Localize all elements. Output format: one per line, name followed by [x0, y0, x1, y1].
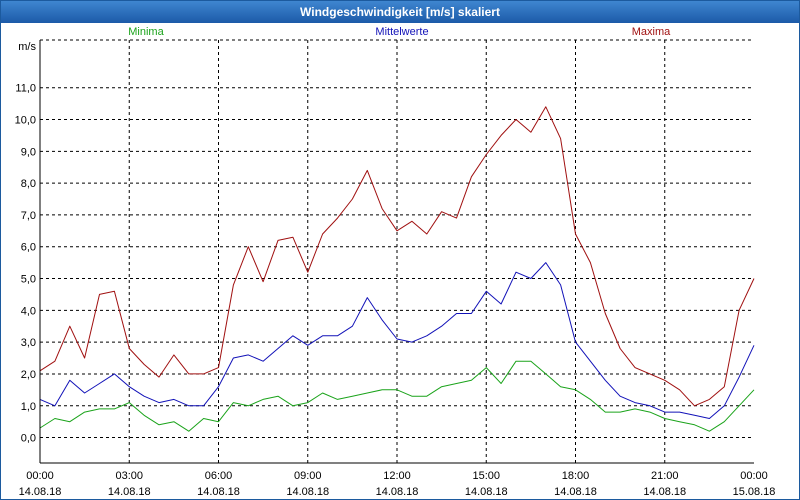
y-tick-label: 8,0	[21, 178, 36, 190]
x-tick-date: 14.08.18	[197, 486, 240, 498]
y-tick-label: 6,0	[21, 242, 36, 254]
series-lines	[39, 106, 755, 432]
x-tick-date: 14.08.18	[465, 486, 508, 498]
x-tick-time: 21:00	[651, 470, 679, 482]
x-tick-date: 14.08.18	[376, 486, 419, 498]
y-tick-label: 0,0	[21, 433, 36, 445]
y-tick-label: 11,0	[15, 83, 36, 95]
y-tick-label: 5,0	[21, 274, 36, 286]
mittelwerte-line	[39, 262, 755, 419]
x-tick-date: 14.08.18	[554, 486, 597, 498]
axes	[39, 39, 754, 464]
window-title: Windgeschwindigkeit [m/s] skaliert	[1, 1, 799, 23]
y-tick-label: 2,0	[21, 369, 36, 381]
legend: Minima Mittelwerte Maxima	[128, 26, 671, 38]
x-tick-date: 14.08.18	[19, 486, 62, 498]
x-tick-time: 00:00	[26, 470, 54, 482]
x-tick-time: 03:00	[115, 470, 143, 482]
grid	[40, 40, 754, 463]
x-tick-time: 18:00	[562, 470, 590, 482]
legend-mittelwerte: Mittelwerte	[375, 26, 428, 38]
y-tick-label: 1,0	[21, 401, 36, 413]
x-tick-date: 14.08.18	[286, 486, 329, 498]
x-tick-time: 09:00	[294, 470, 322, 482]
y-axis-ticks: 0,0 1,0 2,0 3,0 4,0 5,0 6,0 7,0 8,0 9,0 10,0 11,0 m/…	[15, 41, 37, 445]
maxima-line	[39, 106, 755, 407]
legend-maxima: Maxima	[632, 26, 671, 38]
y-axis-unit: m/s	[18, 41, 36, 53]
y-tick-label: 9,0	[21, 146, 36, 158]
x-tick-date: 14.08.18	[108, 486, 151, 498]
x-axis-ticks: 00:00 14.08.18 03:00 14.08.18 06:00 14.08.18 0…	[19, 470, 776, 498]
y-tick-label: 7,0	[21, 210, 36, 222]
x-tick-time: 15:00	[472, 470, 500, 482]
x-tick-time: 12:00	[383, 470, 411, 482]
legend-minima: Minima	[128, 26, 164, 38]
y-tick-label: 3,0	[21, 337, 36, 349]
minima-line	[39, 360, 755, 432]
x-tick-time: 06:00	[205, 470, 233, 482]
y-tick-label: 10,0	[15, 115, 36, 127]
x-tick-time: 00:00	[740, 470, 768, 482]
x-tick-date: 14.08.18	[643, 486, 686, 498]
y-tick-label: 4,0	[21, 305, 36, 317]
x-tick-date: 15.08.18	[733, 486, 776, 498]
